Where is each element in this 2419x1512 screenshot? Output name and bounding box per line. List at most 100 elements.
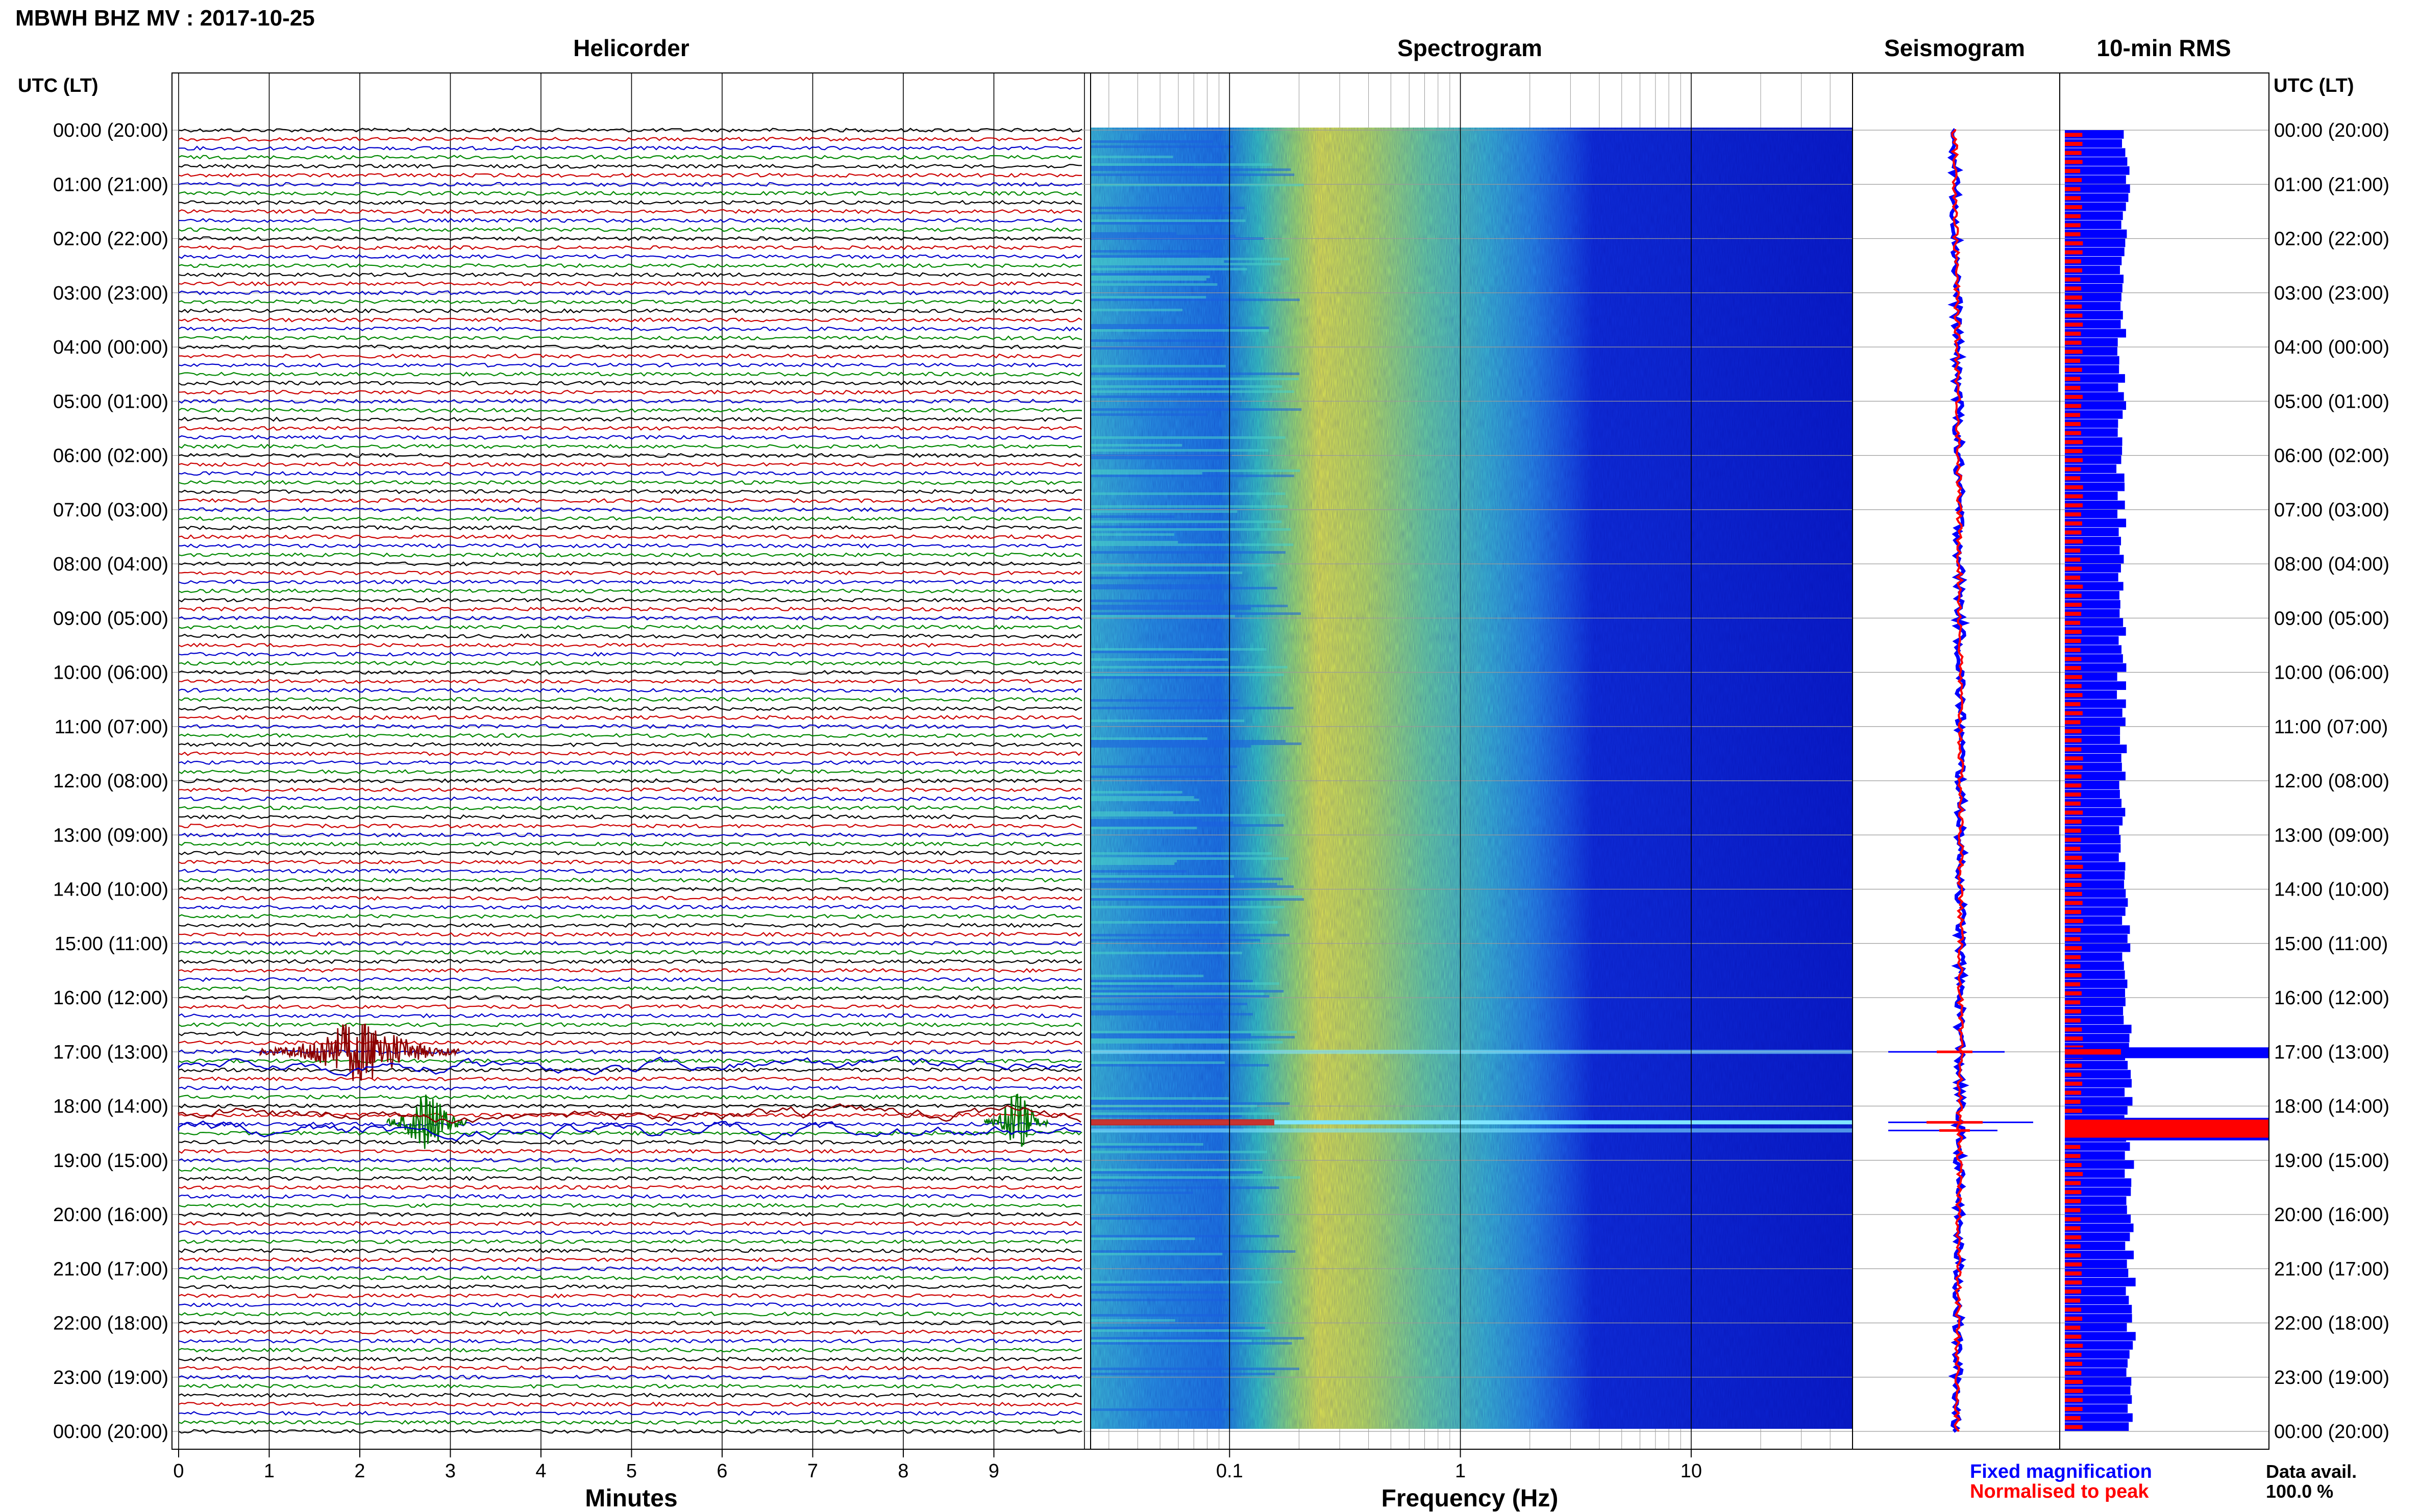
time-tick-label-left: 18:00 (14:00) (53, 1096, 168, 1118)
rms-bar-normalised (2065, 810, 2083, 815)
rms-bar-normalised (2065, 467, 2081, 472)
rms-bar-normalised (2065, 1244, 2081, 1249)
spectrogram-row (1091, 707, 1294, 709)
rms-bar-normalised (2065, 485, 2083, 489)
spectrogram-row (1091, 1097, 1229, 1100)
helicorder-trace (178, 489, 1082, 494)
spectrogram-row (1091, 327, 1269, 329)
spectrogram-row (1091, 1235, 1279, 1237)
spectrogram-row (1091, 235, 1236, 237)
helicorder-trace (178, 1085, 1082, 1091)
rms-bar-normalised (2065, 874, 2082, 878)
rms-bar-normalised (2065, 566, 2082, 571)
time-tick-label-right: 02:00 (22:00) (2274, 229, 2389, 250)
spectrogram-row (1091, 1368, 1300, 1370)
spectrogram-row (1091, 572, 1243, 574)
spectrogram-row (1091, 283, 1218, 286)
rms-bar-normalised (2065, 910, 2082, 914)
helicorder-trace (179, 1275, 1082, 1280)
helicorder-trace (178, 128, 1082, 133)
helicorder-trace (178, 670, 1082, 675)
helicorder-trace (178, 516, 1082, 522)
helicorder-trace (178, 1284, 1082, 1290)
spectrogram-row (1091, 207, 1245, 209)
helicorder-trace (178, 426, 1082, 431)
spectrogram-row (1091, 222, 1233, 225)
spectrogram-row (1091, 939, 1261, 941)
rms-bar-normalised (2065, 1190, 2082, 1195)
station-title: MBWH BHZ MV : 2017-10-25 (15, 6, 315, 31)
rms-bar-normalised (2065, 259, 2081, 264)
time-tick-label-left: 19:00 (15:00) (53, 1150, 168, 1172)
rms-bar-normalised (2065, 1027, 2082, 1032)
time-tick-label-left: 10:00 (06:00) (53, 662, 168, 684)
helicorder-trace (178, 823, 1082, 829)
time-tick-label-right: 17:00 (13:00) (2274, 1042, 2389, 1063)
helicorder-trace (178, 1429, 1082, 1434)
spectrogram-row (1091, 1253, 1223, 1255)
helicorder-trace (178, 778, 1082, 783)
spectrogram-row (1091, 796, 1194, 799)
spectrogram-row (1091, 600, 1212, 602)
rms-bar-normalised (2065, 1018, 2081, 1023)
rms-bar-normalised (2065, 304, 2082, 309)
time-tick-label-left: 00:00 (20:00) (53, 120, 168, 141)
spectrogram-row (1091, 250, 1211, 253)
spectrogram-row (1091, 1100, 1202, 1102)
rms-bar-normalised (2065, 1371, 2082, 1375)
rms-bar-normalised (2065, 973, 2082, 978)
spectrogram-row (1091, 607, 1251, 610)
helicorder-grid (172, 73, 2269, 1449)
spectrogram-row (1091, 1291, 1226, 1294)
helicorder-trace (178, 416, 1082, 422)
spectrogram-row (1091, 258, 1290, 260)
helicorder-trace (178, 1221, 1082, 1226)
spectrogram-row (1091, 1061, 1225, 1064)
rms-bar-normalised (2065, 178, 2082, 182)
helicorder-trace (178, 923, 1082, 928)
helicorder-trace (178, 787, 1082, 792)
time-tick-label-right: 07:00 (03:00) (2274, 500, 2389, 521)
helicorder-trace (178, 299, 1082, 305)
spectrogram-row (1091, 469, 1300, 472)
helicorder-trace (178, 172, 1082, 178)
rms-bar-normalised (2065, 323, 2083, 327)
spectrogram-row (1091, 862, 1175, 865)
rms-bar-normalised (2065, 1380, 2083, 1384)
rms-bar-normalised (2065, 277, 2081, 282)
spectrogram-row (1091, 615, 1235, 617)
helicorder-trace (178, 534, 1082, 540)
spectrogram-row (1091, 385, 1282, 388)
helicorder-trace (178, 326, 1082, 332)
spectrogram-row (1091, 145, 1233, 148)
rms-bar-fixed (2065, 1413, 2133, 1422)
data-avail-value: 100.0 % (2266, 1481, 2333, 1502)
helicorder-trace (178, 796, 1082, 802)
spectrogram-row (1091, 1283, 1182, 1286)
helicorder-trace (178, 471, 1082, 476)
helicorder-trace (178, 877, 1082, 883)
rms-bar-normalised (2065, 1208, 2081, 1212)
helicorder-trace (178, 869, 1082, 874)
frequency-tick-label: 0.1 (1216, 1460, 1243, 1482)
spectrogram-row (1091, 219, 1246, 222)
helicorder-drift-trace (178, 1056, 1081, 1077)
spectrogram-row (1091, 1237, 1195, 1240)
time-tick-label-left: 03:00 (23:00) (53, 283, 168, 304)
time-tick-label-right: 00:00 (20:00) (2274, 120, 2389, 141)
spectrogram-row (1091, 378, 1299, 380)
time-tick-label-left: 08:00 (04:00) (53, 554, 168, 575)
helicorder-trace (178, 886, 1082, 892)
helicorder-trace (178, 841, 1082, 847)
helicorder-trace (178, 896, 1082, 901)
helicorder-trace (178, 317, 1082, 323)
helicorder-trace (178, 1366, 1082, 1371)
spectrogram-row (1091, 885, 1294, 888)
spectrogram-row (1091, 1337, 1304, 1340)
rms-bar-normalised (2065, 530, 2082, 535)
spectrogram-row (1091, 1373, 1275, 1375)
rms-bar-normalised (2065, 142, 2083, 146)
time-tick-label-right: 09:00 (05:00) (2274, 608, 2389, 629)
spectrogram-row (1091, 232, 1177, 235)
rms-bar-normalised (2065, 512, 2081, 517)
